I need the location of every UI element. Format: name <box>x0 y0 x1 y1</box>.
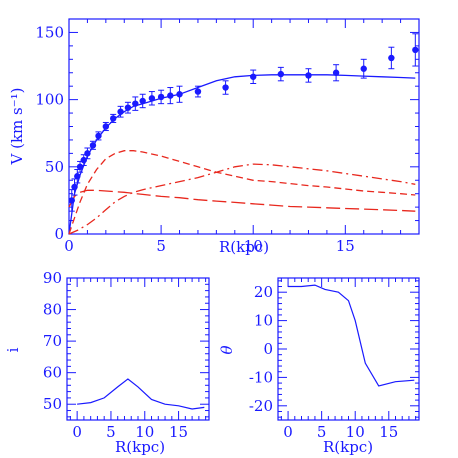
x-tick-label: 0 <box>64 237 74 255</box>
model-curve-dash-dot <box>68 163 416 235</box>
observed-point <box>89 140 97 150</box>
position-angle-x-axis-label: R(kpc) <box>323 438 373 456</box>
observed-point <box>139 93 146 109</box>
x-tick-label: 0 <box>72 423 82 441</box>
y-tick-label: 80 <box>43 301 62 319</box>
observed-point <box>305 68 312 83</box>
x-tick-label: 5 <box>106 423 116 441</box>
position-angle-y-axis-label: θ <box>218 345 236 354</box>
observed-point <box>132 96 139 111</box>
y-tick-label: 70 <box>43 332 62 350</box>
model-curve-long-dash <box>68 189 416 212</box>
model-curve-dashed <box>68 150 416 235</box>
rotation-curve-panel: 0 5 10 15 0 50 100 150 R(kpc) V (km s⁻¹) <box>8 18 420 256</box>
inclination-series-line <box>77 378 205 410</box>
inclination-y-axis-label: i <box>4 347 22 352</box>
position-angle-x-tick-labels: 0 5 10 15 <box>283 423 398 441</box>
observed-point <box>222 80 229 95</box>
inclination-panel: 0 5 10 15 50 60 70 80 90 R(kpc) i <box>4 269 210 456</box>
x-tick-label: 15 <box>379 423 398 441</box>
observed-point <box>74 169 81 184</box>
y-tick-label: -10 <box>249 368 273 386</box>
rotation-curve-x-tick-labels: 0 5 10 15 <box>64 237 355 255</box>
observed-point <box>117 105 124 118</box>
observed-point <box>250 69 257 84</box>
inclination-x-axis-label: R(kpc) <box>115 438 165 456</box>
rotation-curve-observed-points <box>68 33 419 212</box>
x-tick-label: 0 <box>283 423 293 441</box>
y-tick-label: 50 <box>43 395 62 413</box>
y-tick-label: 0 <box>263 340 273 358</box>
x-tick-label: 10 <box>135 423 154 441</box>
rotation-curve-frame <box>68 18 420 235</box>
y-tick-label: 20 <box>254 283 273 301</box>
rotation-curve-model-lines <box>68 74 416 235</box>
x-tick-label: 15 <box>336 237 355 255</box>
observed-point <box>157 89 165 105</box>
model-curve-solid <box>68 74 416 235</box>
inclination-minor-ticks <box>67 277 209 420</box>
series-line <box>77 378 205 410</box>
y-tick-label: 10 <box>254 312 273 330</box>
observed-point <box>176 85 183 103</box>
position-angle-panel: 0 5 10 15 -20 -10 0 10 20 R(kpc) θ <box>218 277 420 456</box>
y-tick-label: -20 <box>249 397 273 415</box>
y-tick-label: 150 <box>35 23 64 41</box>
position-angle-minor-ticks <box>278 278 419 420</box>
rotation-curve-y-axis-label: V (km s⁻¹) <box>8 87 26 165</box>
y-tick-label: 90 <box>43 269 62 287</box>
observed-point <box>412 33 419 67</box>
observed-point <box>71 178 78 196</box>
position-angle-y-tick-labels: -20 -10 0 10 20 <box>249 283 273 415</box>
observed-point <box>360 58 367 79</box>
rotation-curve-minor-ticks <box>68 18 420 235</box>
observed-point <box>80 154 87 166</box>
observed-point <box>84 147 91 160</box>
series-line <box>288 284 415 387</box>
observed-point <box>124 101 132 114</box>
x-tick-label: 15 <box>169 423 188 441</box>
y-tick-label: 60 <box>43 364 62 382</box>
y-tick-label: 50 <box>45 158 64 176</box>
observed-point <box>388 46 395 70</box>
observed-point <box>332 64 340 82</box>
observed-point <box>95 131 102 141</box>
rotation-curve-x-axis-label: R(kpc) <box>219 238 269 256</box>
x-tick-label: 10 <box>244 237 263 255</box>
x-tick-label: 5 <box>317 423 327 441</box>
rotation-curve-y-tick-labels: 0 50 100 150 <box>35 23 64 243</box>
inclination-frame <box>66 277 210 421</box>
position-angle-frame <box>277 277 420 421</box>
observed-point <box>194 85 202 98</box>
y-tick-label: 100 <box>35 91 64 109</box>
observed-point <box>167 87 174 105</box>
observed-point <box>110 113 117 123</box>
observed-point <box>277 66 285 82</box>
inclination-x-tick-labels: 0 5 10 15 <box>72 423 188 441</box>
position-angle-series-line <box>288 284 415 387</box>
observed-point <box>148 91 156 106</box>
x-tick-label: 5 <box>156 237 166 255</box>
x-tick-label: 10 <box>346 423 365 441</box>
y-tick-label: 0 <box>54 225 64 243</box>
observed-point <box>102 121 110 132</box>
inclination-y-tick-labels: 50 60 70 80 90 <box>43 269 62 413</box>
